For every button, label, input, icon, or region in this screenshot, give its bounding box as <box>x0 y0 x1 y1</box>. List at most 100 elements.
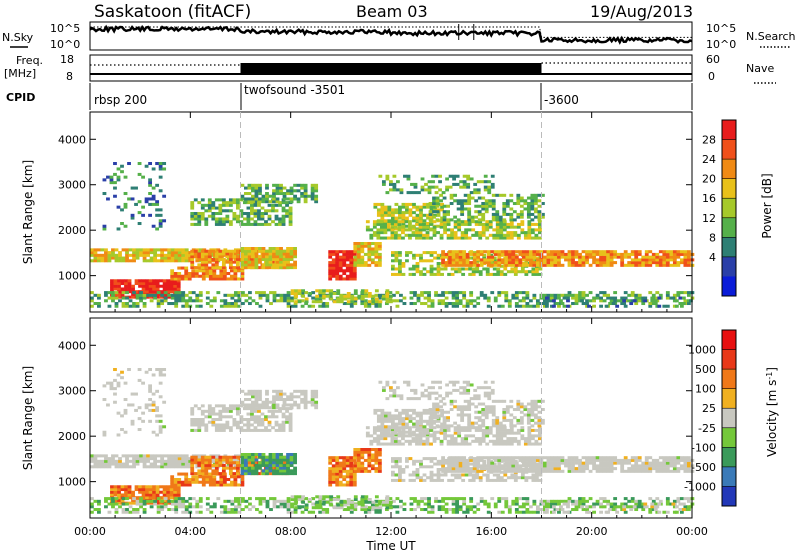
power-cell <box>530 231 535 235</box>
velocity-cell <box>258 466 262 470</box>
velocity-cell <box>200 458 205 462</box>
velocity-cell <box>159 485 164 489</box>
power-cell <box>204 263 209 267</box>
power-cell <box>653 299 658 303</box>
power-cell <box>467 220 472 224</box>
power-cell <box>557 263 561 267</box>
power-cell <box>367 247 372 251</box>
power-cell <box>349 274 354 278</box>
power-cell <box>293 194 297 198</box>
velocity-cell <box>349 461 354 465</box>
power-cell <box>253 249 258 253</box>
velocity-cell <box>387 411 392 415</box>
velocity-cell <box>169 493 174 497</box>
power-cell <box>260 214 265 218</box>
power-cell <box>349 304 354 308</box>
power-cell <box>246 206 251 210</box>
colorbar-swatch <box>722 237 736 258</box>
power-cell <box>620 261 625 265</box>
power-cell <box>211 214 216 218</box>
power-cell <box>467 236 472 240</box>
velocity-cell <box>442 424 447 428</box>
velocity-cell <box>412 408 416 412</box>
power-cell <box>546 299 551 303</box>
velocity-cell <box>433 419 437 423</box>
velocity-cell <box>474 416 479 420</box>
power-cell <box>257 209 261 213</box>
power-cell <box>176 287 181 291</box>
power-cell <box>243 222 247 226</box>
power-cell <box>441 291 445 295</box>
velocity-cell <box>246 461 251 465</box>
velocity-cell <box>422 465 427 469</box>
power-cell <box>124 284 128 288</box>
power-cell <box>190 249 195 253</box>
velocity-cell <box>191 475 196 479</box>
velocity-cell <box>464 434 469 438</box>
power-cell <box>275 263 280 267</box>
power-cell <box>431 180 435 184</box>
power-cell <box>671 296 676 300</box>
velocity-cell <box>190 412 195 416</box>
power-cell <box>658 255 663 259</box>
velocity-cell <box>450 478 455 482</box>
power-cell <box>360 242 365 246</box>
power-cell <box>155 295 160 299</box>
power-cell <box>240 269 245 273</box>
velocity-cell <box>113 488 118 492</box>
power-cell <box>289 266 294 270</box>
power-cell <box>153 296 158 300</box>
power-cell <box>502 220 507 224</box>
velocity-cell <box>353 450 358 454</box>
power-cell <box>188 296 193 300</box>
velocity-cell <box>187 478 192 482</box>
power-cell <box>200 263 205 267</box>
velocity-cell <box>200 420 205 424</box>
power-cell <box>637 263 642 267</box>
power-cell <box>239 220 244 224</box>
power-cell <box>457 220 462 224</box>
power-cell <box>293 304 298 308</box>
power-cell <box>342 261 347 265</box>
velocity-cell <box>516 439 521 443</box>
power-cell <box>230 293 235 297</box>
velocity-cell <box>289 472 294 476</box>
freq-right-label: Nave <box>746 62 774 75</box>
power-cell <box>486 263 491 267</box>
velocity-cell <box>176 490 181 494</box>
velocity-cell <box>268 466 273 470</box>
power-cell <box>225 201 230 205</box>
power-cell <box>343 297 348 301</box>
power-cell <box>415 208 420 212</box>
power-cell <box>413 185 418 189</box>
velocity-cell <box>491 399 496 403</box>
power-cell <box>379 228 384 232</box>
power-cell <box>111 291 115 295</box>
power-cell <box>160 299 165 303</box>
power-cell <box>599 250 604 254</box>
power-cell <box>151 167 156 171</box>
power-cell <box>500 304 505 308</box>
power-cell <box>404 233 409 237</box>
power-cell <box>279 263 283 267</box>
power-cell <box>107 304 112 308</box>
power-cell <box>643 296 648 300</box>
power-cell <box>441 252 445 256</box>
power-cell <box>451 252 456 256</box>
power-cell <box>207 257 212 261</box>
power-cell <box>502 204 507 208</box>
velocity-cell <box>251 395 255 399</box>
power-cell <box>193 252 198 256</box>
velocity-cell <box>258 389 262 393</box>
velocity-cell <box>265 398 269 402</box>
power-cell <box>417 191 421 195</box>
velocity-cell <box>385 397 390 401</box>
power-cell <box>606 261 611 265</box>
power-cell <box>240 249 245 253</box>
power-cell <box>149 299 154 303</box>
power-cell <box>433 251 437 255</box>
power-cell <box>218 217 223 221</box>
power-cell <box>194 269 199 273</box>
velocity-cell <box>436 468 441 472</box>
power-cell <box>534 228 539 232</box>
